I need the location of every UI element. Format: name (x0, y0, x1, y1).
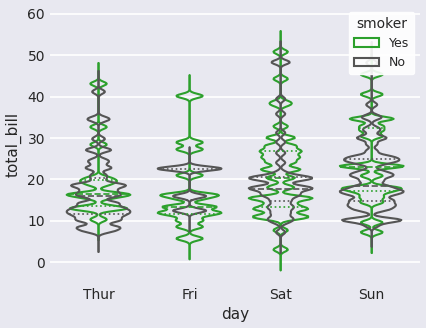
Legend: Yes, No: Yes, No (349, 12, 414, 74)
X-axis label: day: day (221, 307, 249, 322)
Y-axis label: total_bill: total_bill (6, 112, 22, 177)
